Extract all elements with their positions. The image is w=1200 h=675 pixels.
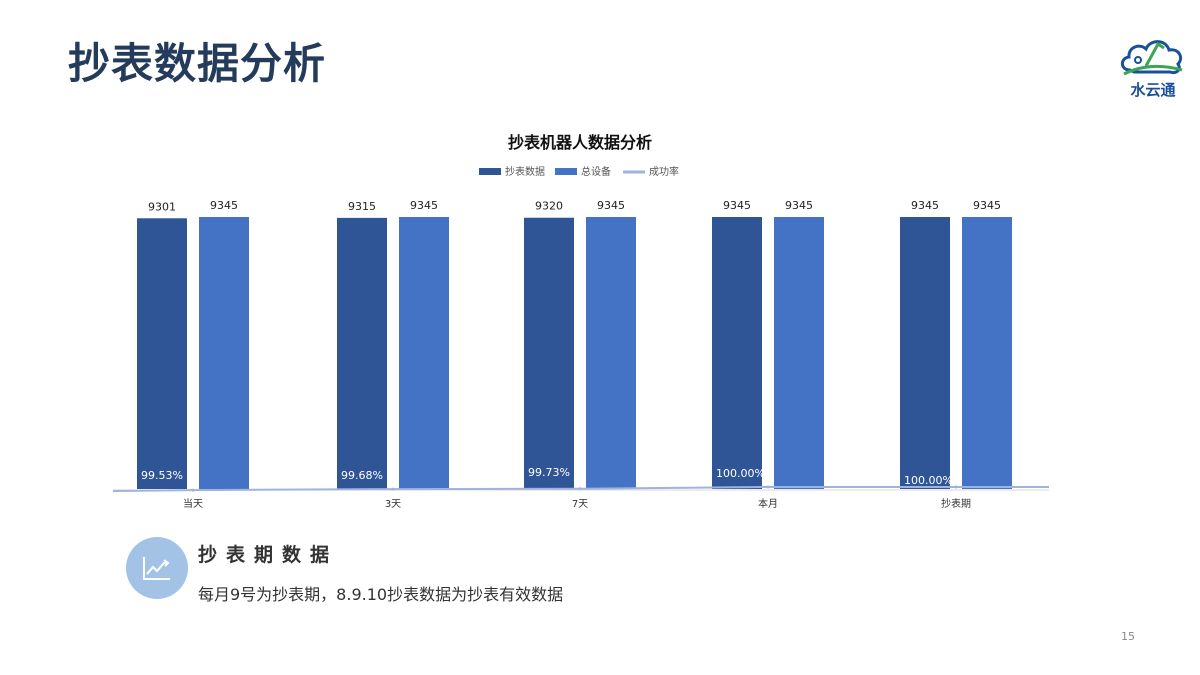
bar-total-label-1: 9345: [410, 199, 438, 212]
rate-point-4: [954, 485, 958, 489]
footer-description: 每月9号为抄表期，8.9.10抄表数据为抄表有效数据: [198, 585, 564, 604]
x-tick-label-4: 抄表期: [941, 497, 971, 510]
bar-meter-4: [900, 217, 950, 489]
rate-point-2: [578, 487, 582, 491]
line-chart-icon: [126, 537, 188, 599]
bar-meter-0: [137, 218, 187, 489]
bar-total-label-2: 9345: [597, 199, 625, 212]
bar-meter-label-2: 9320: [535, 200, 563, 213]
rate-label-4: 100.00%: [904, 474, 953, 487]
page-title: 抄表数据分析: [68, 39, 327, 88]
rate-point-1: [391, 487, 395, 491]
rate-label-3: 100.00%: [716, 467, 765, 480]
bar-meter-label-4: 9345: [911, 199, 939, 212]
bar-total-label-0: 9345: [210, 199, 238, 212]
bar-total-0: [199, 217, 249, 489]
bar-total-label-4: 9345: [973, 199, 1001, 212]
logo-text: 水云通: [1130, 81, 1176, 99]
rate-label-2: 99.73%: [528, 466, 570, 479]
rate-point-0: [191, 488, 195, 492]
bar-total-3: [774, 217, 824, 489]
legend-label-0: 抄表数据: [505, 165, 545, 178]
legend-label-1: 总设备: [581, 165, 611, 178]
plot-area: 9301 9345 当天 9315 9345 3天 9320 9345 7天 9345 9345 本月…: [112, 199, 1049, 510]
bar-meter-label-3: 9345: [723, 199, 751, 212]
x-tick-label-0: 当天: [183, 497, 203, 510]
bar-meter-3: [712, 217, 762, 489]
bar-meter-label-1: 9315: [348, 200, 376, 213]
legend-swatch-0: [479, 168, 501, 175]
chart-title: 抄表机器人数据分析: [508, 133, 652, 152]
rate-point-3: [766, 485, 770, 489]
cloud-logo-icon: [1120, 40, 1183, 76]
bar-chart: 抄表机器人数据分析 抄表数据 总设备 成功率 9301 9345 当天 9315 9345 3…: [112, 133, 1049, 510]
bar-total-4: [962, 217, 1012, 489]
x-tick-label-3: 本月: [758, 497, 778, 510]
bar-meter-1: [337, 217, 387, 489]
bar-meter-2: [524, 217, 574, 489]
rate-label-1: 99.68%: [341, 469, 383, 482]
chart-legend: 抄表数据 总设备 成功率: [479, 165, 679, 178]
page-number: 15: [1121, 630, 1135, 643]
footer-heading: 抄表期数据: [198, 544, 339, 566]
x-tick-label-2: 7天: [572, 499, 588, 510]
company-logo: 水云通: [1116, 30, 1190, 102]
x-tick-label-1: 3天: [385, 499, 401, 510]
legend-label-2: 成功率: [649, 165, 679, 178]
bar-meter-label-0: 9301: [148, 200, 176, 213]
legend-swatch-1: [555, 168, 577, 175]
bar-total-label-3: 9345: [785, 199, 813, 212]
bar-total-2: [586, 217, 636, 489]
bar-total-1: [399, 217, 449, 489]
rate-label-0: 99.53%: [141, 469, 183, 482]
